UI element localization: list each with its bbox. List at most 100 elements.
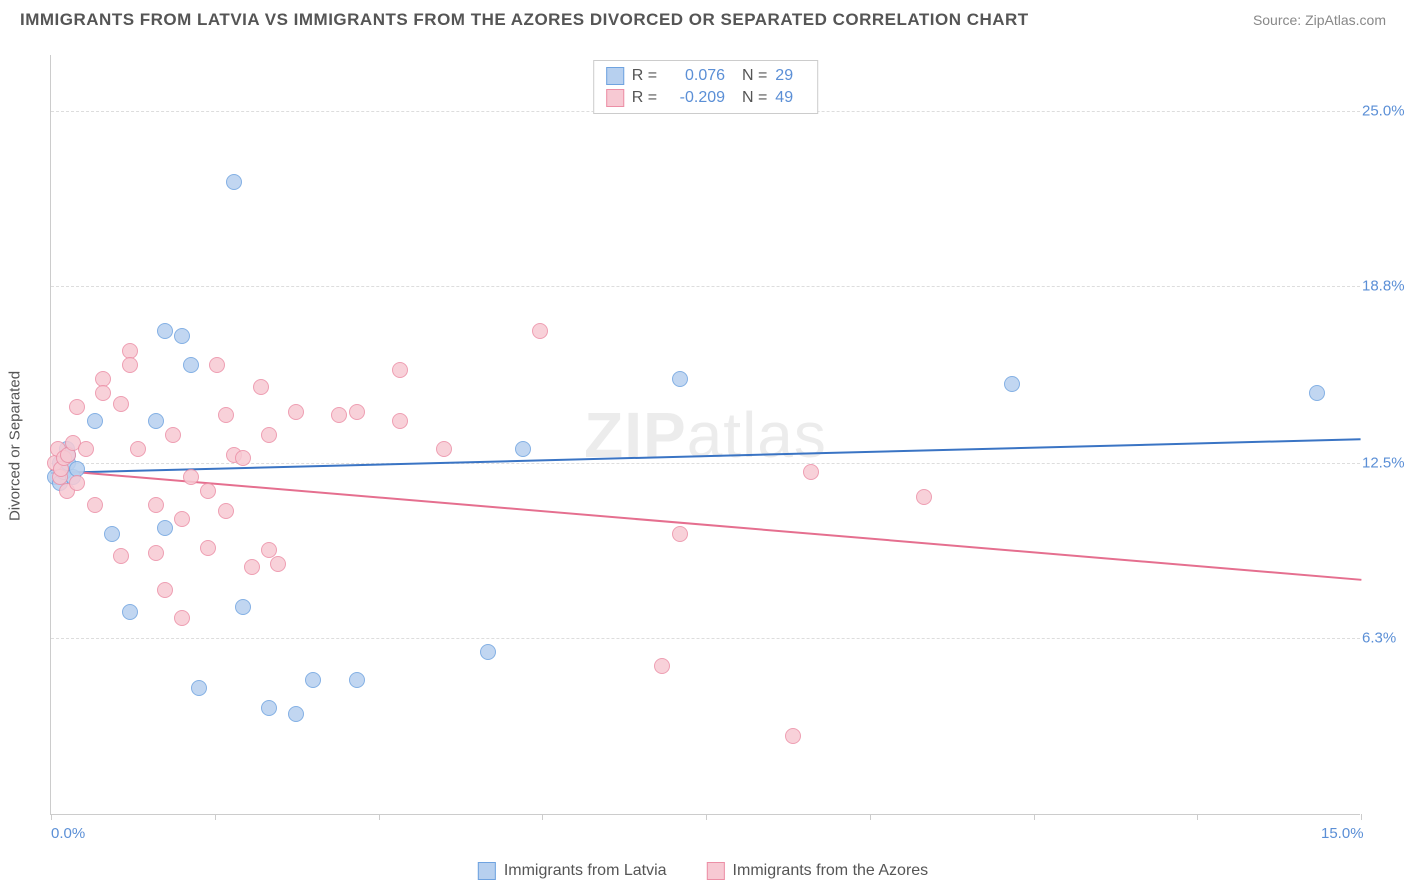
data-point <box>288 404 304 420</box>
data-point <box>148 497 164 513</box>
data-point <box>200 540 216 556</box>
x-tick-label: 15.0% <box>1321 825 1364 842</box>
data-point <box>218 407 234 423</box>
data-point <box>157 323 173 339</box>
data-point <box>785 728 801 744</box>
data-point <box>69 475 85 491</box>
data-point <box>349 404 365 420</box>
data-point <box>672 371 688 387</box>
data-point <box>244 559 260 575</box>
data-point <box>305 672 321 688</box>
data-point <box>78 441 94 457</box>
data-point <box>95 385 111 401</box>
data-point <box>235 450 251 466</box>
legend-r-value: 0.076 <box>665 67 725 85</box>
legend-row: R = 0.076 N = 29 <box>606 65 806 87</box>
legend-n-label: N = <box>733 89 767 107</box>
data-point <box>1309 385 1325 401</box>
legend-n-label: N = <box>733 67 767 85</box>
x-tick-label: 0.0% <box>51 825 85 842</box>
data-point <box>235 599 251 615</box>
data-point <box>183 469 199 485</box>
data-point <box>87 413 103 429</box>
correlation-legend: R = 0.076 N = 29 R = -0.209 N = 49 <box>593 60 819 114</box>
data-point <box>480 644 496 660</box>
data-point <box>331 407 347 423</box>
x-tick-mark <box>870 814 871 820</box>
data-point <box>130 441 146 457</box>
legend-swatch <box>478 862 496 880</box>
x-tick-mark <box>1034 814 1035 820</box>
data-point <box>209 357 225 373</box>
y-tick-label: 12.5% <box>1362 455 1406 472</box>
data-point <box>113 548 129 564</box>
data-point <box>532 323 548 339</box>
data-point <box>1004 376 1020 392</box>
gridline <box>51 286 1360 287</box>
data-point <box>226 174 242 190</box>
x-tick-mark <box>51 814 52 820</box>
x-tick-mark <box>706 814 707 820</box>
data-point <box>218 503 234 519</box>
gridline <box>51 638 1360 639</box>
x-tick-mark <box>542 814 543 820</box>
data-point <box>515 441 531 457</box>
source-label: Source: ZipAtlas.com <box>1253 12 1386 28</box>
legend-swatch <box>606 67 624 85</box>
data-point <box>392 413 408 429</box>
y-tick-label: 6.3% <box>1362 629 1406 646</box>
data-point <box>148 413 164 429</box>
data-point <box>288 706 304 722</box>
data-point <box>261 427 277 443</box>
watermark-light: atlas <box>687 399 827 471</box>
data-point <box>69 399 85 415</box>
y-axis-label: Divorced or Separated <box>7 371 24 521</box>
legend-item: Immigrants from the Azores <box>707 862 929 880</box>
legend-row: R = -0.209 N = 49 <box>606 87 806 109</box>
data-point <box>113 396 129 412</box>
legend-item: Immigrants from Latvia <box>478 862 667 880</box>
data-point <box>174 610 190 626</box>
data-point <box>174 511 190 527</box>
data-point <box>165 427 181 443</box>
legend-r-value: -0.209 <box>665 89 725 107</box>
legend-swatch <box>606 89 624 107</box>
legend-label: Immigrants from Latvia <box>504 862 667 880</box>
data-point <box>104 526 120 542</box>
data-point <box>157 520 173 536</box>
data-point <box>122 357 138 373</box>
data-point <box>654 658 670 674</box>
legend-n-value: 49 <box>775 89 805 107</box>
data-point <box>157 582 173 598</box>
data-point <box>916 489 932 505</box>
data-point <box>174 328 190 344</box>
y-tick-label: 18.8% <box>1362 277 1406 294</box>
x-tick-mark <box>379 814 380 820</box>
data-point <box>191 680 207 696</box>
legend-label: Immigrants from the Azores <box>733 862 929 880</box>
legend-r-label: R = <box>632 89 657 107</box>
y-tick-label: 25.0% <box>1362 103 1406 120</box>
data-point <box>253 379 269 395</box>
data-point <box>270 556 286 572</box>
watermark: ZIPatlas <box>584 398 827 472</box>
data-point <box>803 464 819 480</box>
scatter-chart: ZIPatlas R =0.076 N =29R =-0.209 N =49 6… <box>50 55 1360 815</box>
data-point <box>148 545 164 561</box>
x-tick-mark <box>215 814 216 820</box>
data-point <box>200 483 216 499</box>
data-point <box>392 362 408 378</box>
legend-r-label: R = <box>632 67 657 85</box>
data-point <box>261 700 277 716</box>
x-tick-mark <box>1197 814 1198 820</box>
data-point <box>436 441 452 457</box>
data-point <box>349 672 365 688</box>
series-legend: Immigrants from Latvia Immigrants from th… <box>478 862 928 880</box>
legend-n-value: 29 <box>775 67 805 85</box>
data-point <box>183 357 199 373</box>
data-point <box>122 604 138 620</box>
page-title: IMMIGRANTS FROM LATVIA VS IMMIGRANTS FRO… <box>20 10 1029 30</box>
legend-swatch <box>707 862 725 880</box>
data-point <box>672 526 688 542</box>
x-tick-mark <box>1361 814 1362 820</box>
